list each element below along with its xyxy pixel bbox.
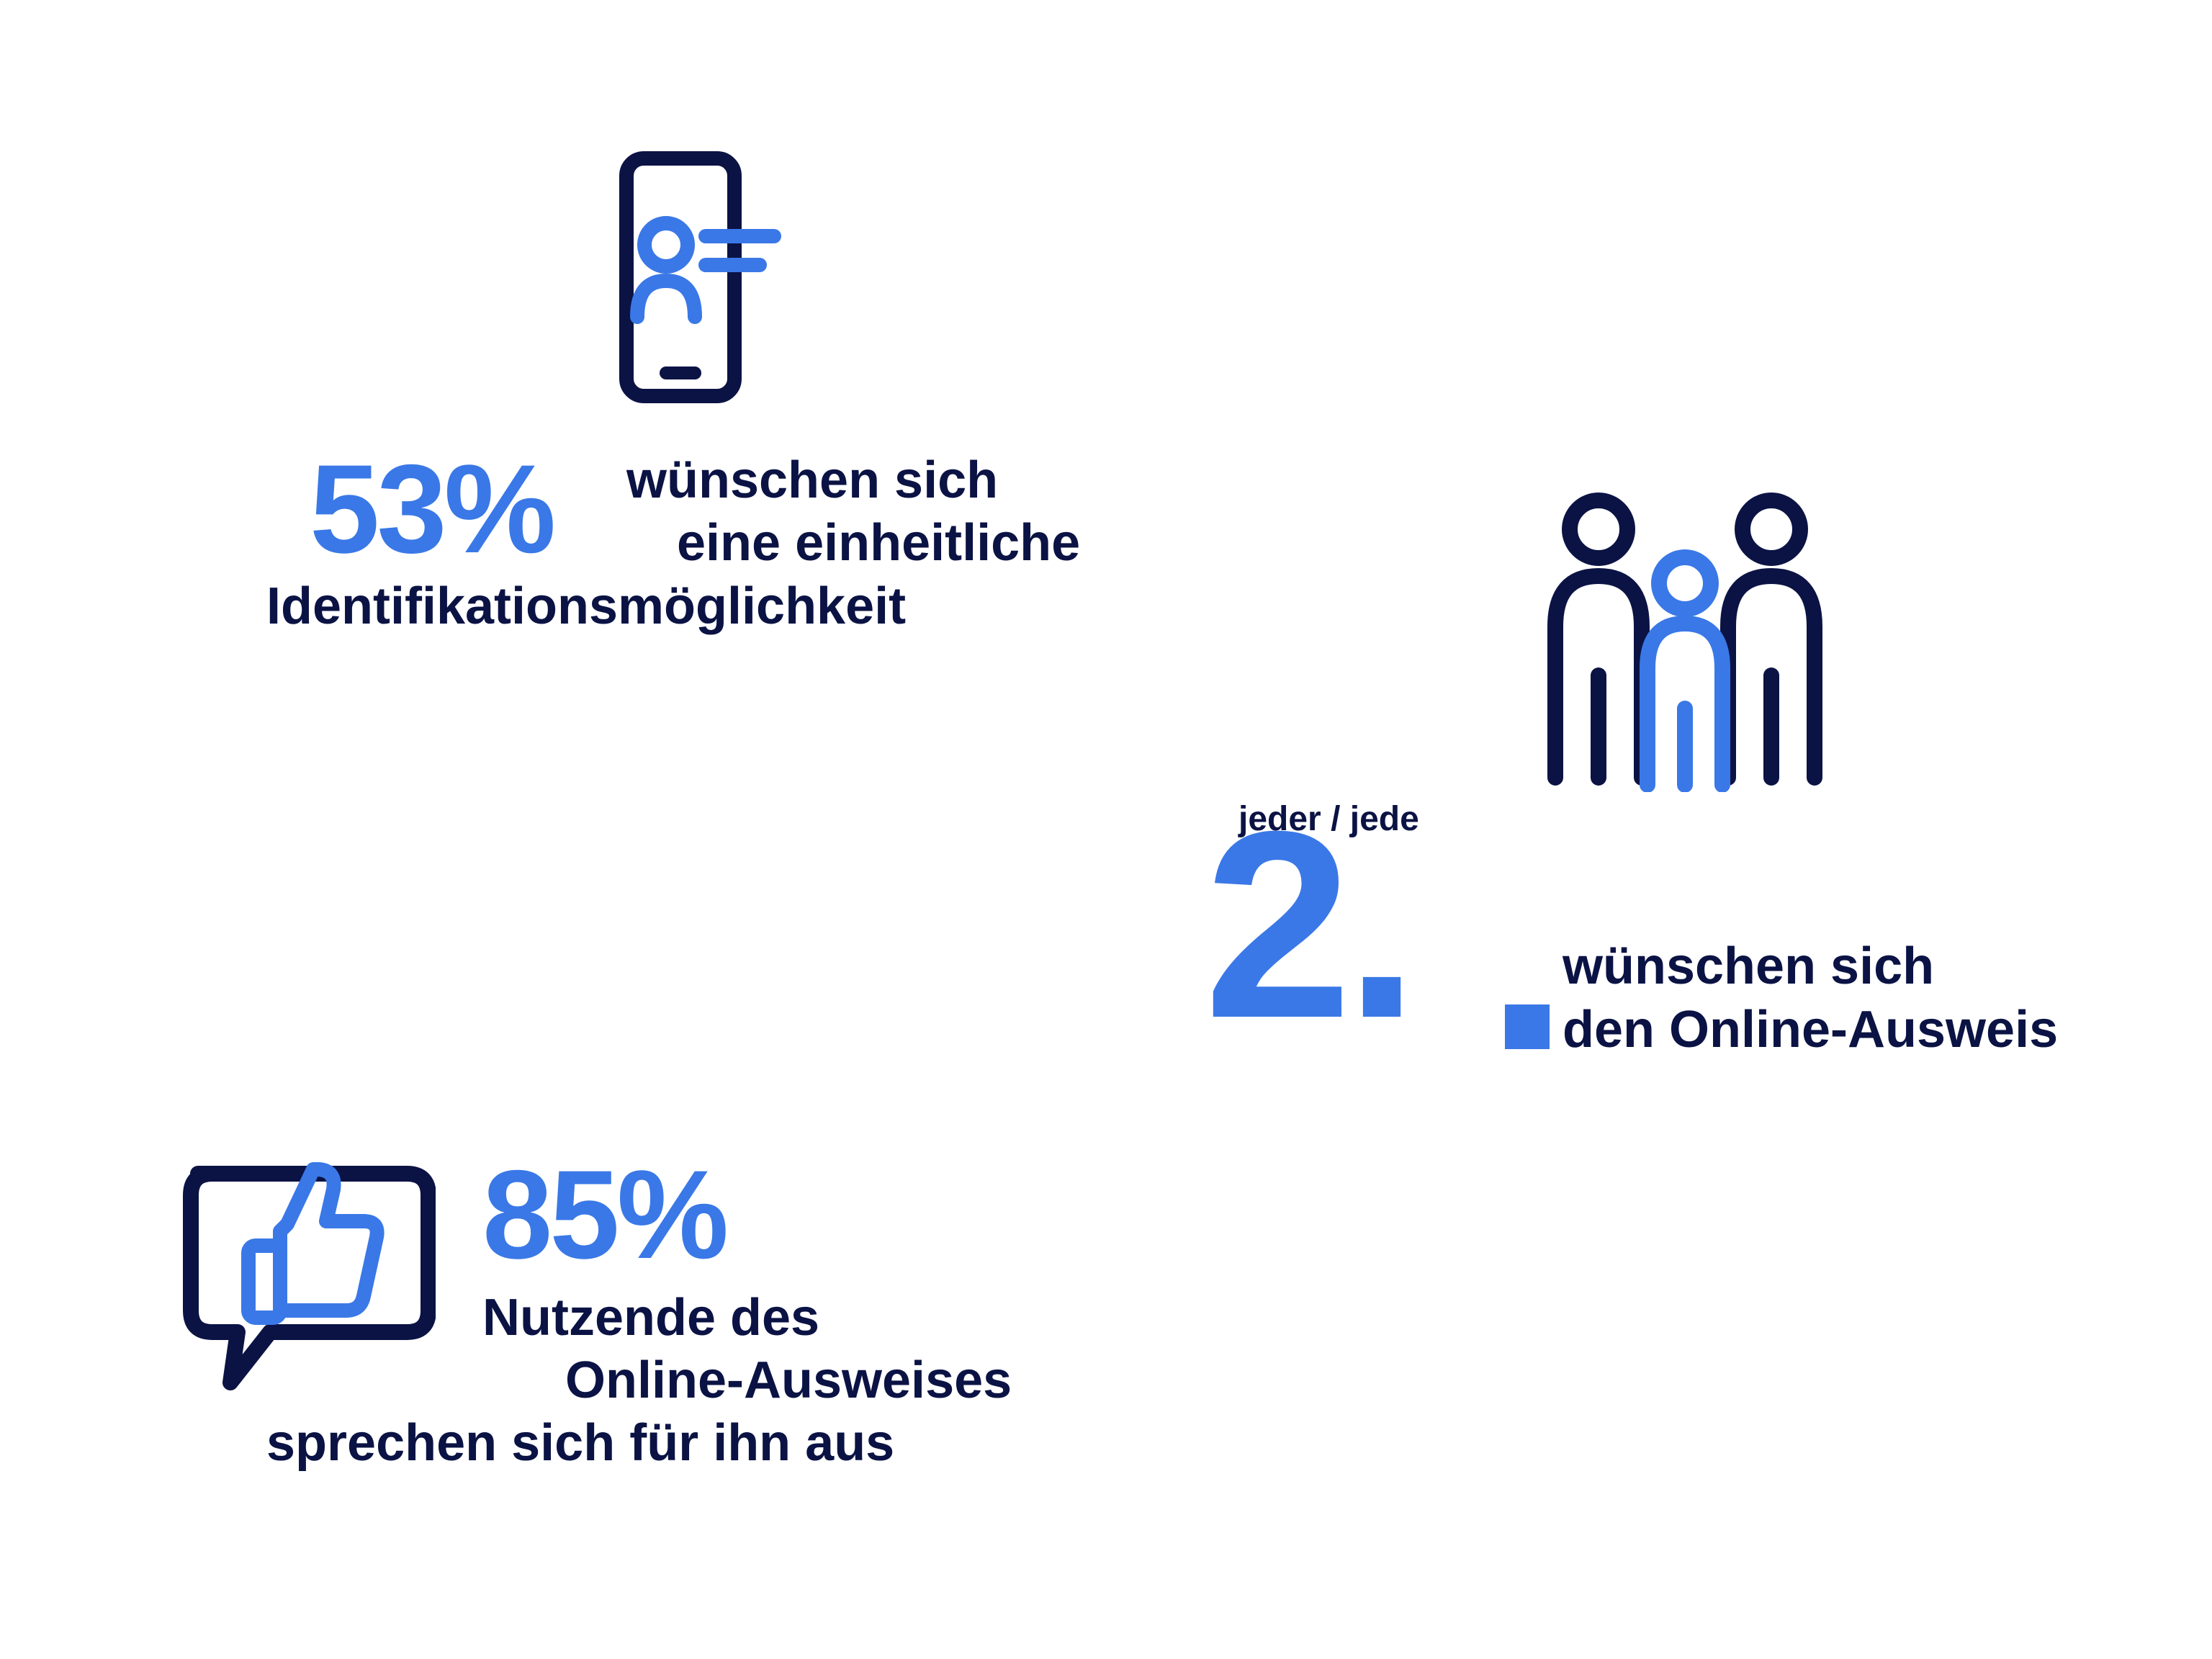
block3-line2: Online-Ausweises <box>565 1350 1012 1411</box>
stat-2-digit: 2 <box>1204 776 1345 1074</box>
block2-line1: wünschen sich <box>1563 936 1934 997</box>
stat-2-dot: . <box>1345 776 1412 1074</box>
stat-85: 85% <box>482 1152 726 1278</box>
stat-2: 2. <box>1204 792 1412 1058</box>
bullet-square <box>1505 1004 1550 1049</box>
block2-line2: den Online-Ausweis <box>1563 999 2058 1061</box>
people-trio-icon <box>1519 490 1851 796</box>
block1-line1: wünschen sich <box>626 450 998 511</box>
block3-line3: sprechen sich für ihn aus <box>266 1413 894 1474</box>
infographic-canvas: 53% wünschen sich eine einheitliche Iden… <box>0 0 2212 1659</box>
stat-53: 53% <box>310 446 553 572</box>
block1-line3: Identifikationsmöglichkeit <box>266 576 906 637</box>
phone-id-icon <box>598 151 785 407</box>
thumbs-up-speech-icon <box>169 1152 436 1401</box>
block3-line1: Nutzende des <box>482 1287 819 1349</box>
block1-line2: eine einheitliche <box>677 513 1080 574</box>
